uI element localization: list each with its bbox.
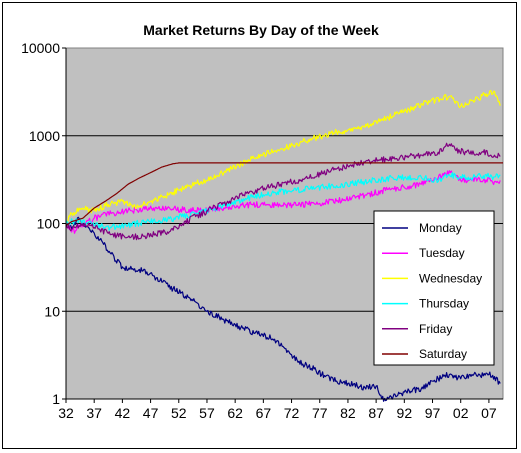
x-tick-label: 32 — [58, 405, 74, 421]
x-tick-label: 07 — [481, 405, 497, 421]
x-tick-label: 02 — [453, 405, 469, 421]
chart-svg: Market Returns By Day of the Week 1 10 100… — [21, 22, 504, 421]
chart-title: Market Returns By Day of the Week — [143, 22, 379, 38]
series-line-friday — [65, 142, 501, 241]
y-axis: 1 10 100 1000 10000 — [21, 40, 67, 407]
y-tick-label: 10000 — [21, 40, 60, 56]
legend-label: Friday — [419, 322, 452, 336]
series-line-monday — [65, 216, 501, 402]
series-line-wednesday — [65, 89, 501, 224]
x-axis: 32 37 42 47 52 57 62 67 72 77 82 87 92 97 02 07 — [58, 398, 503, 421]
x-tick-label: 77 — [312, 405, 328, 421]
series-layer — [65, 89, 503, 402]
x-tick-label: 82 — [340, 405, 356, 421]
legend-label: Monday — [419, 221, 462, 235]
legend-label: Tuesday — [419, 246, 465, 260]
x-tick-label: 87 — [368, 405, 384, 421]
x-tick-label: 57 — [199, 405, 215, 421]
legend-box — [373, 210, 495, 366]
x-tick-label: 42 — [115, 405, 131, 421]
x-tick-label: 62 — [227, 405, 243, 421]
legend: Monday Tuesday Wednesday Thursday Friday Satu… — [373, 210, 495, 366]
x-tick-label: 52 — [171, 405, 187, 421]
y-tick-label: 1 — [52, 391, 60, 407]
y-tick-label: 10 — [44, 303, 60, 319]
series-line-saturday — [65, 162, 503, 226]
x-tick-label: 92 — [397, 405, 413, 421]
x-tick-label: 72 — [284, 405, 300, 421]
x-tick-label: 97 — [425, 405, 441, 421]
series-line-thursday — [65, 172, 501, 231]
x-tick-label: 47 — [143, 405, 159, 421]
y-tick-label: 1000 — [29, 128, 60, 144]
legend-label: Wednesday — [419, 271, 482, 285]
y-tick-label: 100 — [37, 216, 61, 232]
x-tick-label: 37 — [86, 405, 102, 421]
legend-label: Thursday — [419, 297, 469, 311]
series-line-tuesday — [65, 170, 501, 234]
legend-label: Saturday — [419, 347, 467, 361]
chart-frame: Market Returns By Day of the Week 1 10 100… — [2, 2, 517, 449]
x-tick-label: 67 — [256, 405, 272, 421]
